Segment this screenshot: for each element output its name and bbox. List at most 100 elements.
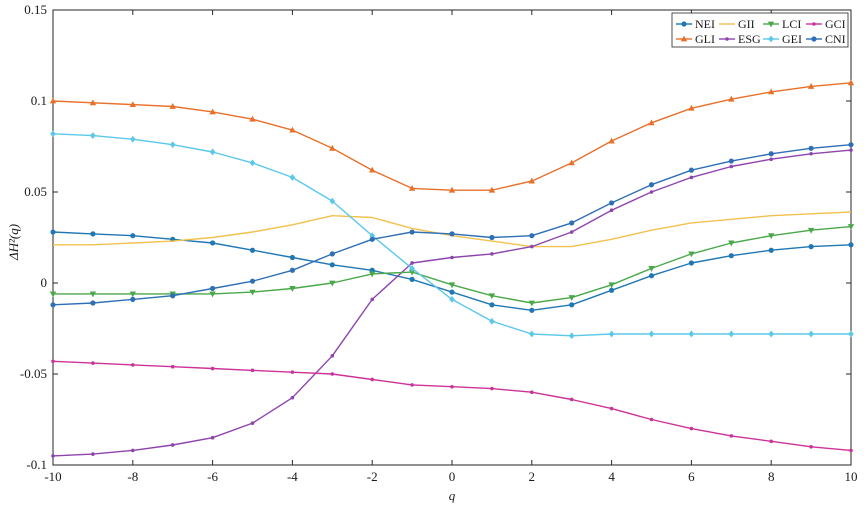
data-point-gli	[249, 115, 256, 122]
data-point-nei	[289, 254, 295, 261]
legend-label-gei: GEI	[782, 32, 802, 46]
y-tick-label: 0	[41, 275, 48, 290]
data-point-gli	[688, 104, 695, 111]
data-point-nei	[130, 233, 136, 239]
series-lines	[49, 79, 855, 458]
data-point-esg	[91, 452, 95, 456]
y-tick-label: -0.1	[26, 457, 47, 472]
legend-marker-esg	[725, 37, 729, 41]
data-point-cni	[489, 234, 495, 241]
legend-item-gci: GCI	[806, 17, 846, 31]
data-point-lci	[688, 251, 695, 258]
data-point-cni	[848, 142, 854, 148]
x-tick-label: -6	[207, 469, 218, 484]
x-tick-label: -10	[44, 469, 61, 484]
data-point-gli	[129, 101, 136, 108]
data-point-nei	[249, 247, 256, 253]
x-tick-label: -4	[287, 469, 298, 484]
data-point-esg	[51, 454, 55, 458]
data-point-esg	[290, 395, 295, 400]
data-point-nei	[728, 253, 734, 259]
data-point-gli	[329, 144, 336, 151]
data-point-lci	[608, 282, 615, 289]
data-point-nei	[449, 289, 455, 295]
data-point-cni	[289, 267, 295, 273]
data-point-cni	[409, 229, 415, 235]
data-point-nei	[529, 307, 535, 313]
data-point-gci	[51, 359, 55, 364]
data-point-gli	[847, 79, 855, 86]
data-point-gli	[289, 126, 296, 133]
data-point-esg	[370, 297, 375, 302]
data-point-lci	[89, 291, 97, 298]
data-point-gci	[450, 384, 454, 389]
x-tick-label: 4	[608, 469, 615, 484]
data-point-nei	[569, 302, 575, 308]
data-point-cni	[529, 233, 535, 239]
data-point-gci	[210, 366, 215, 371]
legend-label-lci: LCI	[782, 17, 801, 31]
data-point-gli	[728, 95, 735, 102]
legend-label-nei: NEI	[695, 17, 715, 31]
data-point-gci	[849, 448, 853, 453]
data-point-gei	[249, 159, 256, 167]
axis-ticks: -10 -8 -6 -4 -2 0 2 4 6 8 10 -0.1 -0.05 0 0.05 0.1 0.15	[20, 2, 858, 484]
data-point-gli	[369, 166, 376, 173]
data-point-gei	[209, 148, 216, 156]
legend-item-esg: ESG	[719, 32, 761, 46]
plot-area	[52, 9, 852, 466]
data-point-gli	[488, 186, 496, 193]
y-tick-label: 0.05	[24, 184, 47, 199]
legend-item-gei: GEI	[763, 32, 802, 46]
data-point-nei	[848, 242, 854, 248]
data-point-lci	[728, 240, 735, 247]
data-point-nei	[409, 276, 415, 282]
data-point-nei	[50, 229, 56, 235]
data-point-lci	[369, 271, 376, 278]
data-point-gei	[409, 265, 415, 272]
series-cni	[50, 142, 854, 308]
data-point-gci	[250, 368, 255, 373]
legend-item-gli: GLI	[676, 32, 715, 46]
data-point-cni	[210, 285, 216, 292]
legend-item-nei: NEI	[676, 17, 715, 31]
data-point-esg	[689, 175, 694, 180]
data-point-gei	[728, 330, 735, 338]
data-point-cni	[50, 302, 56, 308]
data-point-lci	[847, 224, 855, 230]
data-point-lci	[408, 269, 416, 276]
data-point-gli	[89, 99, 97, 106]
data-point-gei	[369, 232, 375, 240]
data-point-cni	[249, 278, 256, 284]
data-point-esg	[170, 443, 175, 447]
x-tick-label: -2	[367, 469, 378, 484]
data-point-gli	[807, 83, 815, 89]
data-point-gci	[290, 370, 295, 374]
data-point-lci	[528, 300, 535, 307]
data-point-nei	[768, 247, 774, 253]
data-point-gli	[568, 159, 575, 166]
data-point-cni	[90, 300, 96, 306]
data-point-gci	[689, 426, 694, 431]
data-point-gci	[769, 439, 773, 444]
y-tick-label: 0.1	[31, 93, 47, 108]
data-point-cni	[329, 251, 335, 257]
series-gei	[50, 130, 854, 340]
legend-label-gli: GLI	[695, 32, 715, 46]
data-point-nei	[808, 244, 814, 250]
x-tick-label: 10	[845, 469, 858, 484]
data-point-gei	[648, 330, 655, 338]
data-point-lci	[209, 291, 216, 298]
data-point-gei	[688, 330, 695, 338]
data-point-nei	[648, 273, 655, 279]
data-point-gei	[449, 295, 455, 303]
data-point-gei	[130, 135, 136, 143]
data-point-esg	[250, 421, 255, 425]
data-point-cni	[609, 200, 615, 206]
data-point-gei	[489, 317, 495, 325]
legend-label-gci: GCI	[825, 17, 846, 31]
series-esg	[51, 148, 853, 458]
data-point-lci	[807, 227, 815, 234]
data-point-lci	[448, 282, 456, 289]
legend-box	[671, 12, 849, 48]
